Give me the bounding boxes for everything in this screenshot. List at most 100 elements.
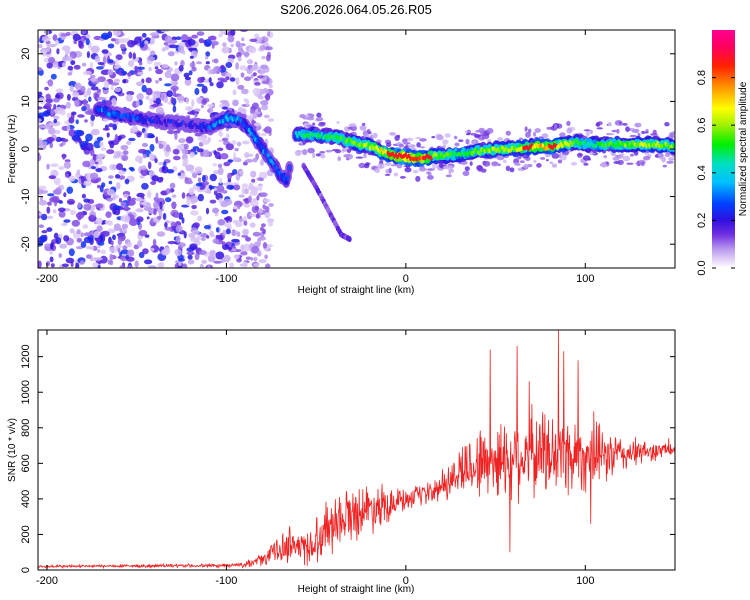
noise-blob	[252, 157, 258, 163]
noise-blob	[120, 201, 127, 207]
noise-blob	[231, 140, 237, 145]
noise-blob	[177, 265, 183, 268]
noise-blob	[213, 58, 219, 64]
noise-blob	[219, 177, 223, 184]
noise-blob	[474, 134, 481, 139]
noise-blob	[268, 220, 274, 227]
noise-blob	[264, 205, 270, 213]
noise-blob	[267, 118, 275, 122]
noise-blob	[141, 84, 147, 93]
snr-y-ticks: 0 200 400 600 800 1000 1200	[20, 344, 675, 573]
noise-blob	[583, 129, 591, 132]
noise-blob	[48, 43, 57, 48]
noise-blob	[162, 212, 167, 221]
noise-blob	[181, 34, 189, 42]
noise-blob	[136, 66, 145, 70]
ridge-mark	[391, 151, 395, 156]
noise-blob	[589, 129, 593, 135]
noise-blob	[60, 108, 66, 116]
noise-blob	[566, 127, 573, 134]
noise-blob	[225, 133, 230, 139]
noise-blob	[230, 43, 234, 48]
noise-blob	[185, 136, 194, 144]
noise-blob	[629, 134, 637, 138]
ridge-mark	[271, 161, 275, 166]
noise-blob	[252, 64, 259, 71]
noise-blob	[110, 240, 114, 246]
noise-blob	[114, 87, 122, 93]
noise-blob	[454, 142, 460, 147]
noise-blob	[140, 204, 144, 208]
noise-blob	[176, 144, 185, 150]
ridge-mark	[250, 132, 254, 137]
noise-blob	[99, 255, 108, 264]
ridge-mark	[625, 140, 629, 145]
noise-blob	[505, 130, 511, 136]
noise-blob	[103, 80, 110, 89]
noise-blob	[481, 133, 490, 140]
noise-blob	[242, 243, 252, 252]
noise-blob	[74, 83, 80, 89]
noise-blob	[74, 129, 83, 137]
noise-blob	[124, 215, 131, 223]
noise-blob	[197, 77, 205, 83]
noise-blob	[147, 265, 157, 268]
noise-blob	[143, 130, 148, 139]
noise-blob	[118, 170, 125, 175]
noise-blob	[83, 203, 92, 211]
noise-blob	[71, 135, 81, 141]
noise-blob	[222, 182, 230, 186]
noise-blob	[55, 187, 62, 195]
noise-blob	[220, 153, 229, 160]
ridge-mark	[567, 143, 571, 148]
noise-blob	[155, 68, 164, 75]
noise-blob	[229, 262, 234, 268]
noise-blob	[442, 139, 449, 145]
noise-blob	[91, 128, 100, 136]
noise-blob	[232, 157, 240, 163]
noise-blob	[191, 99, 195, 107]
noise-blob	[42, 140, 48, 148]
noise-blob	[637, 133, 641, 137]
noise-blob	[234, 147, 239, 152]
spectrogram-y-tick-label: -20	[20, 236, 32, 252]
noise-blob	[100, 249, 106, 254]
noise-blob	[112, 234, 116, 241]
noise-blob	[232, 99, 239, 107]
noise-blob	[134, 65, 138, 74]
ridge-mark	[163, 118, 167, 124]
noise-blob	[121, 70, 128, 76]
noise-blob	[220, 30, 224, 35]
noise-blob	[244, 203, 251, 208]
noise-blob	[157, 207, 161, 214]
noise-blob	[128, 212, 132, 218]
noise-blob	[349, 123, 357, 127]
noise-blob	[109, 141, 115, 149]
noise-blob	[303, 122, 311, 126]
noise-blob	[80, 85, 86, 93]
noise-blob	[46, 137, 55, 142]
noise-blob	[115, 244, 122, 249]
noise-blob	[223, 217, 231, 221]
noise-blob	[121, 51, 127, 55]
noise-blob	[97, 61, 105, 66]
noise-blob	[92, 262, 99, 268]
noise-blob	[374, 167, 381, 173]
snr-y-label: SNR (10 * v/v)	[7, 418, 18, 482]
noise-blob	[168, 44, 178, 49]
noise-blob	[164, 149, 170, 158]
noise-blob	[155, 192, 159, 201]
noise-blob	[48, 127, 56, 135]
noise-blob	[102, 127, 110, 131]
noise-blob	[130, 167, 135, 172]
noise-blob	[121, 223, 129, 229]
noise-blob	[209, 249, 216, 256]
noise-blob	[83, 232, 92, 237]
spectrogram-x-tick-label: 100	[576, 273, 594, 285]
colorbar-tick-label: 0.8	[696, 70, 708, 85]
noise-blob	[218, 132, 224, 137]
noise-blob	[95, 164, 99, 169]
noise-blob	[101, 230, 110, 237]
noise-blob	[114, 134, 119, 142]
noise-blob	[80, 241, 87, 248]
